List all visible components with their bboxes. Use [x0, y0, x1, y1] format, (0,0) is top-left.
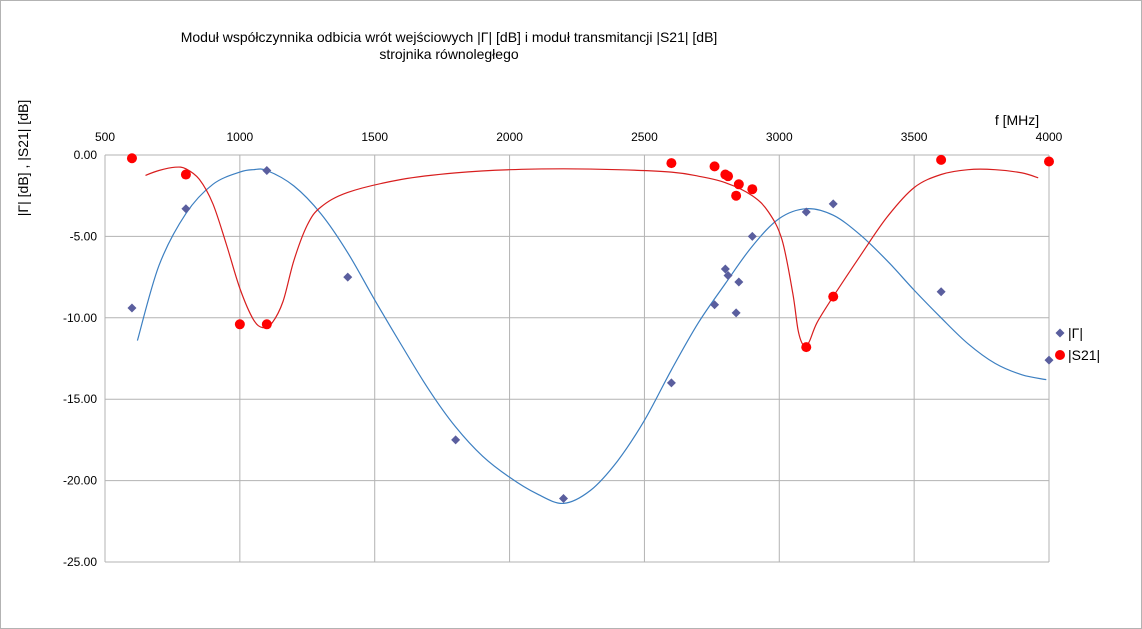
tick-labels: 500 1000 1500 2000 2500 3000 3500 4000 0.00 -5.00…: [63, 130, 1063, 569]
data-point-s21: [709, 161, 720, 172]
legend-marker-s21: [1055, 350, 1065, 360]
y-tick-label: 0.00: [74, 148, 98, 162]
x-tick-label: 2500: [631, 130, 658, 144]
y-axis-title: |Γ| [dB] , |S21| [dB]: [15, 100, 31, 216]
data-point-gamma: [734, 277, 744, 287]
y-tick-label: -20.00: [63, 474, 97, 488]
data-point-gamma: [720, 264, 730, 274]
data-point-gamma: [723, 270, 733, 280]
legend: |Γ| |S21|: [1055, 325, 1100, 363]
x-tick-label: 3500: [901, 130, 928, 144]
data-point-s21: [723, 171, 734, 182]
data-point-s21: [828, 291, 839, 302]
x-axis-title: f [MHz]: [995, 112, 1039, 128]
y-tick-label: -5.00: [70, 229, 98, 243]
x-tick-label: 500: [95, 130, 115, 144]
legend-label-gamma: |Γ|: [1068, 325, 1083, 341]
data-point-s21: [731, 190, 742, 201]
data-points: [126, 153, 1054, 504]
data-point-gamma: [1044, 355, 1054, 365]
data-point-gamma: [731, 308, 741, 318]
legend-marker-gamma: [1055, 328, 1065, 338]
data-point-s21: [747, 184, 758, 195]
y-tick-label: -10.00: [63, 311, 97, 325]
trend-line-s21: [145, 166, 1039, 347]
x-tick-label: 1500: [361, 130, 388, 144]
data-point-s21: [234, 319, 245, 330]
x-tick-label: 2000: [496, 130, 523, 144]
data-point-s21: [126, 153, 137, 164]
data-point-gamma: [828, 199, 838, 209]
data-point-gamma: [936, 287, 946, 297]
trend-lines: [136, 166, 1047, 505]
data-point-s21: [1044, 156, 1054, 167]
grid: [104, 154, 1050, 563]
data-point-s21: [261, 319, 272, 330]
chart-title-line-2: strojnika równoległego: [379, 46, 519, 62]
data-point-gamma: [127, 303, 137, 313]
x-tick-label: 1000: [227, 130, 254, 144]
data-point-s21: [936, 154, 947, 165]
data-point-gamma: [451, 435, 461, 445]
data-point-gamma: [710, 300, 720, 310]
data-point-gamma: [559, 494, 569, 504]
chart-title: Moduł współczynnika odbicia wrót wejścio…: [181, 29, 718, 62]
data-point-gamma: [262, 165, 272, 175]
data-point-gamma: [666, 378, 676, 388]
x-tick-label: 3000: [766, 130, 793, 144]
data-point-s21: [801, 342, 812, 353]
data-point-s21: [733, 179, 744, 190]
y-tick-label: -15.00: [63, 392, 97, 406]
trend-line-gamma: [136, 168, 1047, 505]
data-point-s21: [180, 169, 191, 180]
data-point-s21: [666, 158, 677, 169]
y-tick-label: -25.00: [63, 555, 97, 569]
x-tick-label: 4000: [1036, 130, 1063, 144]
legend-label-s21: |S21|: [1068, 347, 1100, 363]
chart-title-line-1: Moduł współczynnika odbicia wrót wejścio…: [181, 29, 718, 45]
data-point-gamma: [343, 272, 353, 282]
data-point-gamma: [747, 231, 757, 241]
data-point-gamma: [801, 207, 811, 217]
data-point-gamma: [181, 204, 191, 214]
